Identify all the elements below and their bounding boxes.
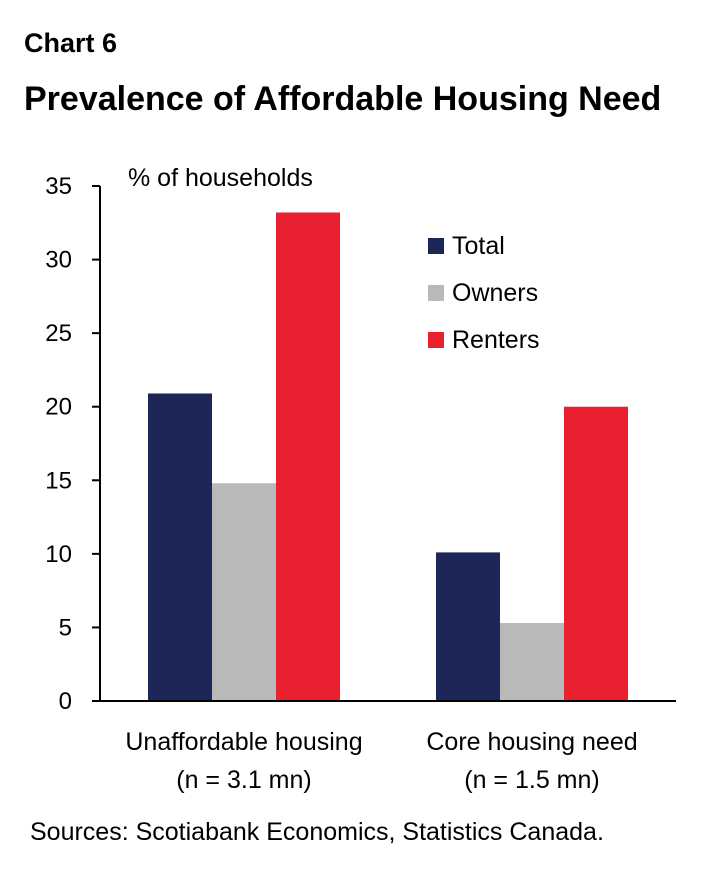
y-axis-ticks: 0 5 10 15 20 25 30 35 <box>45 173 100 715</box>
y-axis-unit-label: % of households <box>128 164 313 192</box>
bar-owners-2 <box>500 623 564 701</box>
bars <box>148 212 628 701</box>
legend-swatch-owners <box>428 285 444 301</box>
bar-renters-2 <box>564 406 628 701</box>
bar-total-2 <box>436 552 500 701</box>
x-category-label: Unaffordable housing <box>125 728 362 756</box>
legend-label-renters: Renters <box>452 326 540 354</box>
y-tick-label: 10 <box>45 541 72 568</box>
legend-label-owners: Owners <box>452 279 538 307</box>
x-category-label: (n = 1.5 mn) <box>464 766 599 794</box>
y-tick-label: 15 <box>45 467 72 494</box>
x-category-label: Core housing need <box>426 728 637 756</box>
legend-label-total: Total <box>452 232 505 260</box>
legend-swatch-total <box>428 238 444 254</box>
y-tick-label: 30 <box>45 247 72 274</box>
legend: Total Owners Renters <box>428 232 540 354</box>
x-category-label: (n = 3.1 mn) <box>176 766 311 794</box>
bar-owners-1 <box>212 483 276 701</box>
y-tick-label: 20 <box>45 394 72 421</box>
chart-title: Prevalence of Affordable Housing Need <box>24 80 662 118</box>
y-tick-label: 0 <box>59 688 72 715</box>
bar-renters-1 <box>276 212 340 701</box>
bar-total-1 <box>148 393 212 701</box>
chart-label: Chart 6 <box>24 28 118 58</box>
y-tick-label: 35 <box>45 173 72 200</box>
source-note: Sources: Scotiabank Economics, Statistic… <box>30 818 604 846</box>
x-axis-category-labels: Unaffordable housing (n = 3.1 mn) Core hou… <box>125 728 637 794</box>
y-tick-label: 25 <box>45 320 72 347</box>
legend-swatch-renters <box>428 332 444 348</box>
y-tick-label: 5 <box>59 614 72 641</box>
